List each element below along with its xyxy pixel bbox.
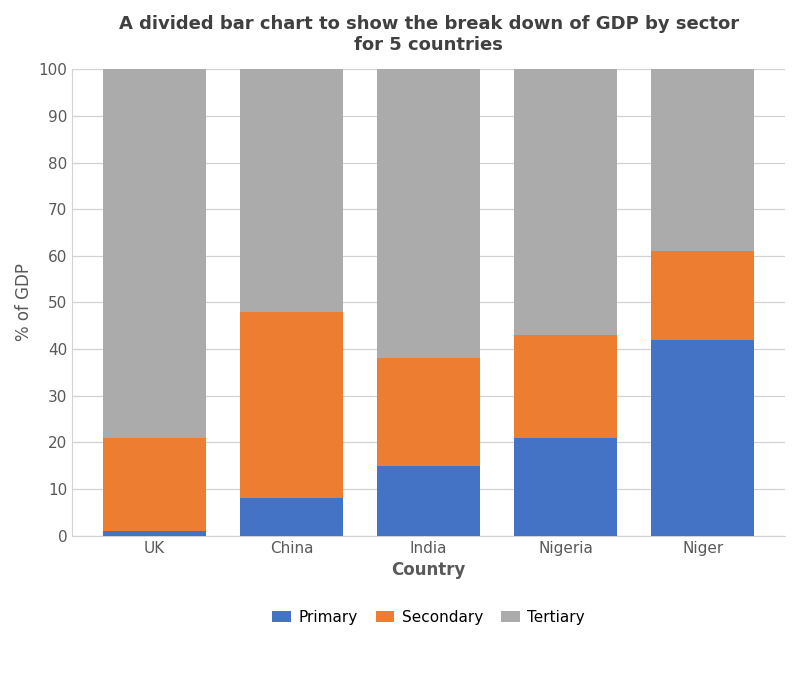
Title: A divided bar chart to show the break down of GDP by sector
for 5 countries: A divided bar chart to show the break do… bbox=[118, 15, 738, 54]
Bar bbox=[103, 531, 206, 536]
Bar bbox=[240, 312, 343, 498]
Bar bbox=[651, 69, 754, 251]
Bar bbox=[514, 69, 617, 335]
Bar bbox=[514, 335, 617, 438]
Bar bbox=[240, 69, 343, 312]
Bar bbox=[514, 438, 617, 536]
Legend: Primary, Secondary, Tertiary: Primary, Secondary, Tertiary bbox=[266, 604, 591, 631]
Bar bbox=[240, 498, 343, 536]
Bar bbox=[378, 466, 480, 536]
Bar bbox=[651, 340, 754, 536]
X-axis label: Country: Country bbox=[391, 561, 466, 579]
Bar bbox=[651, 251, 754, 340]
Bar bbox=[378, 69, 480, 358]
Y-axis label: % of GDP: % of GDP bbox=[15, 263, 33, 342]
Bar bbox=[103, 69, 206, 438]
Bar bbox=[378, 358, 480, 466]
Bar bbox=[103, 438, 206, 531]
